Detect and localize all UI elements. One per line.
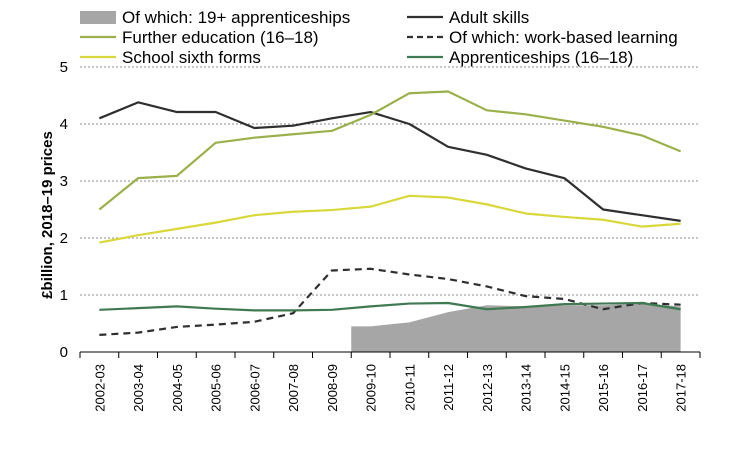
x-tick-label: 2004-05	[170, 364, 185, 412]
x-tick-label: 2015-16	[596, 364, 611, 412]
legend: Of which: 19+ apprenticeships Adult skill…	[80, 8, 678, 67]
legend-label: Apprenticeships (16–18)	[449, 48, 633, 67]
series-line	[99, 194, 681, 244]
y-tick-label: 2	[60, 230, 68, 247]
x-tick-label: 2016-17	[635, 364, 650, 412]
x-tick-label: 2005-06	[209, 364, 224, 412]
x-tick-label: 2013-14	[519, 364, 534, 412]
series-line	[99, 301, 681, 312]
legend-swatch	[80, 11, 116, 24]
x-tick-label: 2009-10	[364, 364, 379, 412]
x-tick-label: 2012-13	[480, 364, 495, 412]
x-tick-label: 2011-12	[441, 364, 456, 411]
series-line	[98, 90, 682, 211]
legend-label: Further education (16–18)	[122, 28, 319, 47]
axis-layer: 0 1 2 3 4 5 2002-03 2003-04 2004-05 2005-06 2006-0…	[60, 59, 701, 412]
area-19-plus-apprenticeships	[351, 303, 681, 352]
line-layer	[98, 90, 682, 336]
x-tick-label: 2017-18	[674, 364, 689, 412]
area-layer	[351, 303, 681, 352]
y-tick-label: 3	[60, 173, 68, 190]
x-tick-label: 2010-11	[402, 364, 417, 411]
x-tick-label: 2003-04	[131, 364, 146, 412]
x-tick-label: 2008-09	[325, 364, 340, 412]
x-tick-label: 2007-08	[286, 364, 301, 412]
series-line	[98, 101, 681, 222]
legend-label: Adult skills	[449, 8, 529, 27]
y-tick-label: 4	[60, 116, 68, 133]
y-axis-title: £billion, 2018–19 prices	[39, 131, 56, 299]
grid-layer	[80, 66, 700, 296]
legend-label: School sixth forms	[122, 48, 261, 67]
x-tick-label: 2014-15	[557, 364, 572, 412]
legend-label: Of which: 19+ apprenticeships	[122, 8, 350, 27]
y-tick-label: 0	[60, 344, 68, 361]
x-tick-label: 2002-03	[92, 364, 107, 412]
legend-label: Of which: work-based learning	[449, 28, 678, 47]
y-tick-label: 1	[60, 287, 68, 304]
y-tick-label: 5	[60, 59, 68, 76]
x-tick-label: 2006-07	[247, 364, 262, 412]
